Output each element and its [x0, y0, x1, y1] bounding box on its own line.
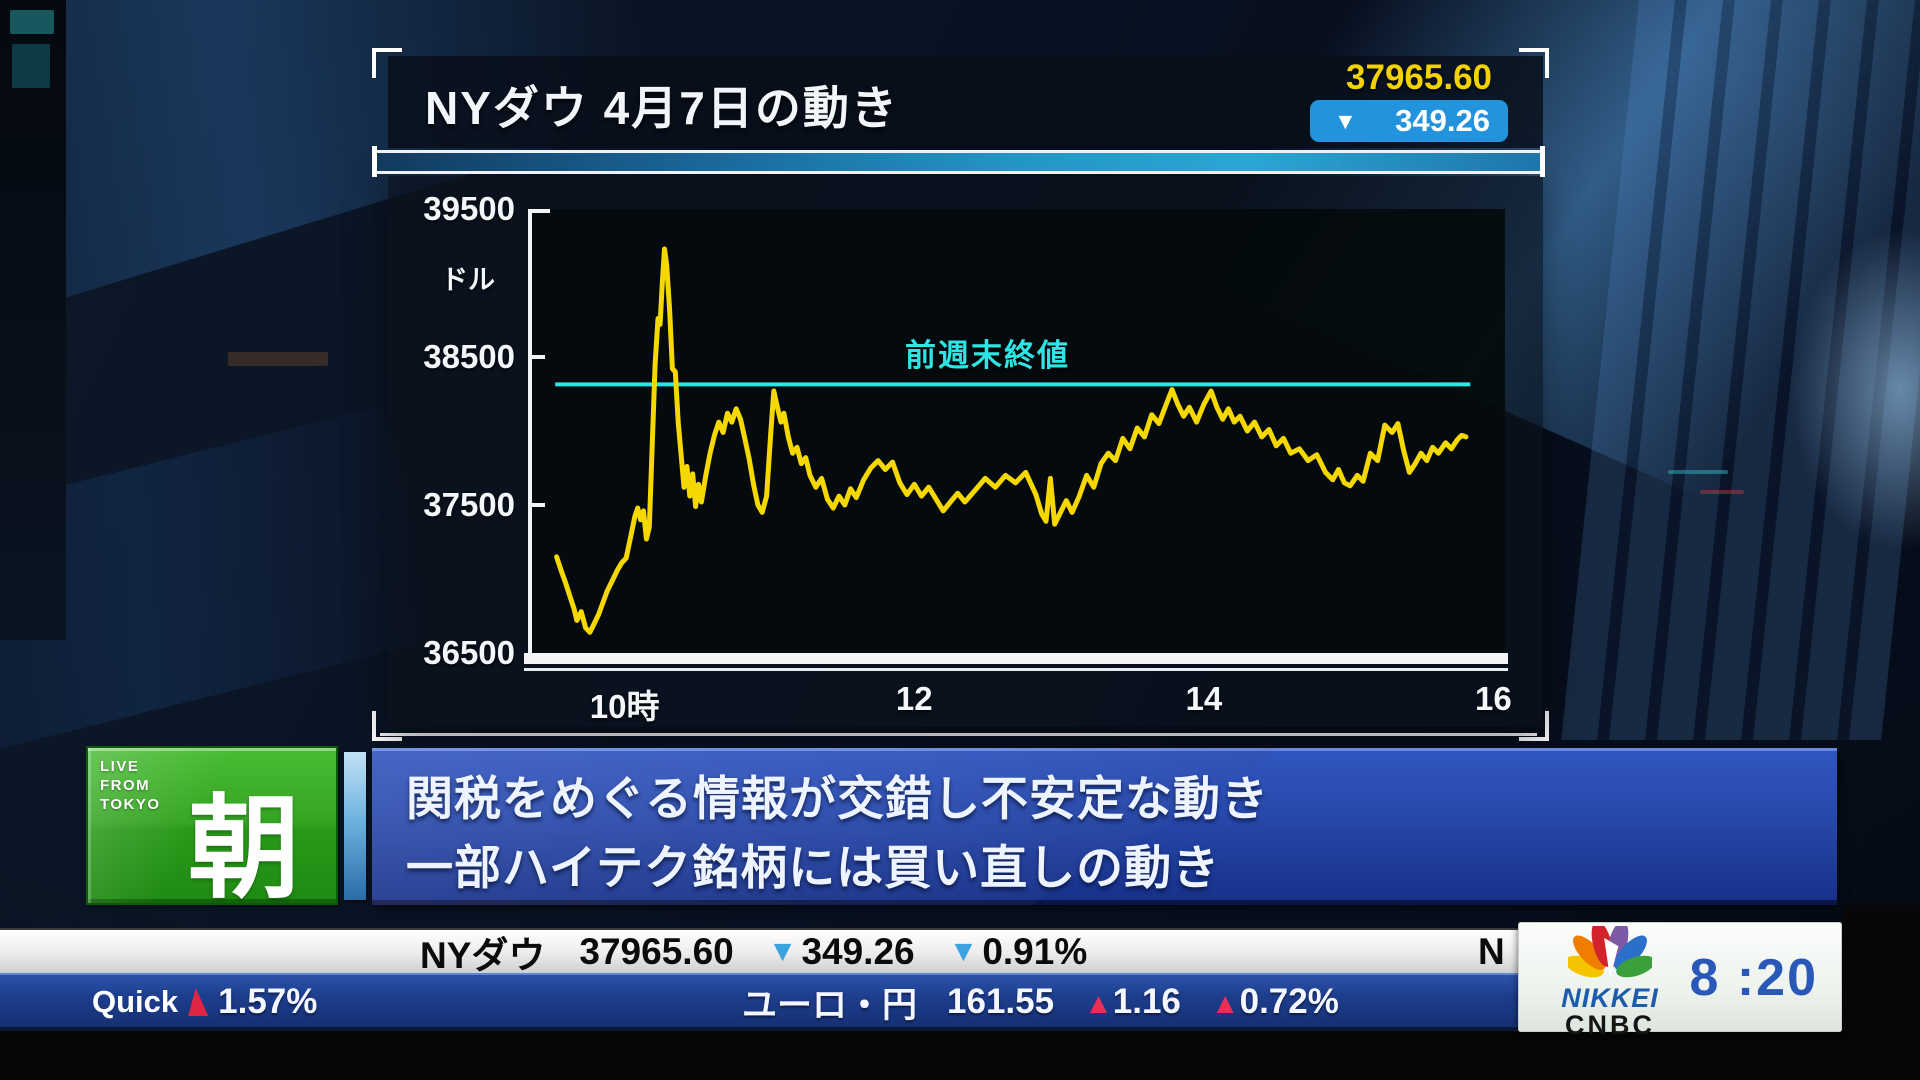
x-axis-underline: [524, 668, 1508, 671]
x-axis-tick-label: 16: [1475, 680, 1512, 717]
y-axis-tick-label: 36500: [423, 634, 515, 671]
fx-change: ▲1.16: [1084, 982, 1181, 1021]
price-line-series: [554, 246, 1469, 635]
x-axis: [524, 653, 1508, 664]
y-tick-mark: [532, 355, 545, 359]
headline-banner: 関税をめぐる情報が交錯し不安定な動き 一部ハイテク銘柄には買い直しの動き: [372, 748, 1837, 905]
up-triangle-icon: ▲: [1210, 988, 1240, 1020]
divider-line: [375, 171, 1545, 174]
peacock-body: [1604, 937, 1619, 979]
down-triangle-icon: ▼: [948, 934, 979, 968]
studio-shelf: [228, 352, 328, 366]
headline-line-1: 関税をめぐる情報が交錯し不安定な動き: [406, 772, 1270, 825]
x-axis-tick-label: 12: [895, 680, 933, 717]
badge-sheen: [88, 748, 336, 903]
panel-corner-bracket: [372, 48, 402, 78]
quick-logo: Quick: [92, 984, 179, 1019]
peacock-icon: [1565, 920, 1655, 979]
studio-wall-graphic: [1700, 490, 1744, 494]
quick-index-item: Quick 1.57%: [92, 973, 317, 1031]
divider-end-cap: [1540, 146, 1545, 177]
ticker-symbol: NYダウ: [420, 934, 546, 976]
x-axis-tick-label: 10時: [589, 688, 660, 725]
studio-pillar: [0, 0, 66, 640]
ticker-item-nydow: NYダウ 37965.60 ▼ 349.26 ▼ 0.91%: [420, 930, 1088, 976]
up-triangle-icon: ▲: [1084, 988, 1113, 1020]
ticker-row-indices: NYダウ 37965.60 ▼ 349.26 ▼ 0.91% N: [0, 930, 1518, 976]
ticker-price: 37965.60: [579, 930, 734, 972]
y-axis-tick-label: 39500: [423, 190, 515, 227]
ticker-row-fx: Quick 1.57% ユーロ・円 161.55 ▲1.16 ▲0.72%: [0, 973, 1518, 1031]
y-tick-mark: [532, 503, 545, 507]
live-from-tokyo-badge: LIVE FROM TOKYO 朝: [88, 748, 336, 911]
bottom-black-strip: [0, 1031, 1920, 1080]
fx-change-pct: ▲0.72%: [1210, 982, 1339, 1021]
down-triangle-icon: ▼: [1334, 107, 1357, 134]
studio-wall-graphic: [1668, 470, 1728, 474]
live-from-tokyo-label: LIVE FROM TOKYO: [100, 758, 161, 813]
y-axis-tick-label: 38500: [423, 338, 515, 375]
down-triangle-icon: ▼: [767, 934, 798, 968]
badge-separator-bar: [344, 752, 366, 900]
change-value: 349.26: [1395, 103, 1490, 138]
ticker-change: ▼ 349.26: [767, 930, 915, 972]
fx-pair-name: ユーロ・円: [742, 985, 918, 1025]
panel-corner-bracket: [1519, 711, 1549, 741]
studio-glow: [1790, 230, 1920, 550]
quick-value: 1.57%: [218, 982, 318, 1021]
panel-corner-bracket: [1519, 48, 1549, 78]
plot-background: [532, 209, 1505, 653]
y-tick-mark: [532, 209, 550, 213]
current-price: 37965.60: [1346, 58, 1492, 97]
studio-screen: [12, 44, 50, 88]
nikkei-cnbc-logo-box: NIKKEI CNBC 8 :20: [1518, 920, 1842, 1039]
x-axis-tick-label: 14: [1185, 680, 1223, 717]
clock: 8 :20: [1689, 949, 1818, 1007]
panel-corner-bracket: [372, 711, 402, 741]
y-axis: [528, 209, 532, 661]
headline-line-2: 一部ハイテク銘柄には買い直しの動き: [406, 841, 1221, 894]
ticker-next-item: N: [1478, 931, 1505, 972]
nikkei-cnbc-logo: NIKKEI CNBC: [1544, 920, 1676, 1040]
program-kanji: 朝: [188, 786, 300, 911]
change-badge: ▼ 349.26: [1310, 100, 1508, 142]
cnbc-wordmark: CNBC: [1565, 1010, 1655, 1040]
ticker-change-pct: ▼ 0.91%: [948, 930, 1088, 972]
divider-end-cap: [372, 146, 377, 177]
y-axis-tick-label: 37500: [423, 486, 515, 523]
y-axis-unit-label: ドル: [441, 265, 495, 295]
panel-bottom-line: [380, 733, 1537, 736]
fx-price: 161.55: [947, 982, 1055, 1021]
price-chart: [554, 246, 1471, 635]
divider-blue-bar: [375, 153, 1545, 171]
previous-close-label: 前週末終値: [905, 338, 1070, 373]
studio-screen: [10, 10, 54, 34]
divider-line: [375, 150, 1545, 153]
up-flag-icon: [188, 988, 209, 1016]
nikkei-wordmark: NIKKEI: [1561, 983, 1659, 1013]
fx-pair-item: ユーロ・円 161.55 ▲1.16 ▲0.72%: [742, 973, 1339, 1031]
chart-title: NYダウ 4月7日の動き: [425, 82, 899, 134]
